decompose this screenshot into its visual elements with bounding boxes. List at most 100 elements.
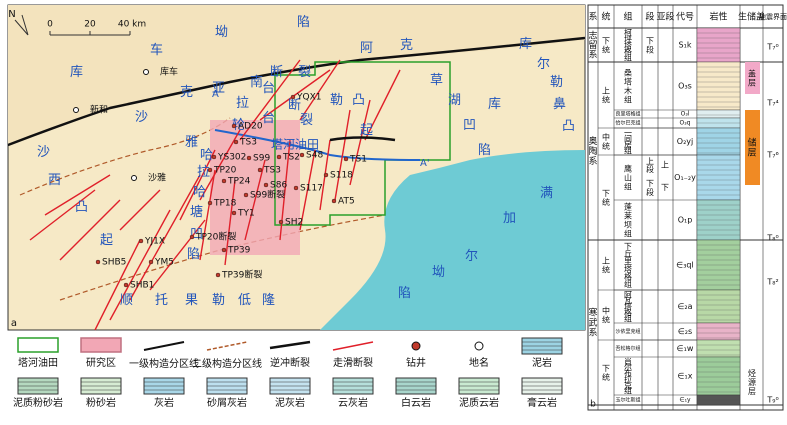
well bbox=[257, 167, 263, 173]
column-code: ∈₂a bbox=[677, 302, 692, 311]
scale-label: 20 bbox=[84, 20, 96, 30]
column-char: 统 bbox=[602, 314, 610, 324]
column-char: 段 bbox=[646, 187, 654, 197]
column-char: 里 bbox=[624, 257, 632, 266]
region-char: 陷 bbox=[297, 15, 310, 30]
region-char: 库 bbox=[70, 64, 83, 80]
fault bbox=[94, 239, 141, 331]
column-char: 组 bbox=[624, 145, 632, 155]
well-label: TS2 bbox=[282, 153, 300, 163]
well bbox=[343, 156, 349, 162]
fault bbox=[299, 149, 316, 231]
column-char: 寒 bbox=[588, 306, 597, 318]
column-char: 统 bbox=[602, 141, 610, 151]
well bbox=[278, 219, 284, 225]
column-char: 下 bbox=[602, 36, 610, 45]
column-char: 组 bbox=[624, 385, 632, 395]
well-label: AD20 bbox=[238, 122, 263, 132]
column-code: S₁k bbox=[679, 41, 692, 50]
column-char: 中 bbox=[602, 305, 610, 315]
column-char: 桑 bbox=[624, 67, 632, 77]
fault bbox=[29, 189, 96, 241]
well-label: TS3 bbox=[239, 138, 257, 148]
well bbox=[299, 152, 305, 158]
seismic-label: T₇⁴ bbox=[766, 99, 778, 108]
column-char: 统 bbox=[602, 94, 610, 104]
region-char: 沙 bbox=[37, 145, 50, 160]
column-char: 层 bbox=[747, 147, 756, 158]
column-text: 蓬莱坝组 bbox=[624, 201, 632, 238]
column-text: 下统 bbox=[602, 36, 610, 54]
legend-label: 研究区 bbox=[86, 356, 116, 369]
well-label: S99断裂 bbox=[250, 189, 285, 201]
column-code: ∈₁y bbox=[679, 397, 691, 404]
fault bbox=[59, 199, 121, 261]
region-char: 果 bbox=[185, 293, 198, 308]
column-char: 格 bbox=[624, 307, 632, 317]
column-text: 一间房组 bbox=[624, 128, 632, 155]
well bbox=[95, 259, 101, 265]
well-label: S86 bbox=[270, 181, 287, 191]
well bbox=[221, 178, 227, 184]
column-char: 山 bbox=[624, 172, 632, 182]
region-label: 满加尔坳陷 bbox=[398, 186, 553, 301]
fault bbox=[119, 189, 161, 231]
well-label: YJ1X bbox=[144, 237, 165, 247]
well bbox=[207, 167, 213, 173]
seismic-label: T₈² bbox=[766, 278, 778, 287]
well-label: TP18 bbox=[213, 199, 237, 209]
well bbox=[207, 200, 213, 206]
well bbox=[211, 154, 217, 160]
well-label: AT5 bbox=[338, 197, 355, 207]
column-char: 陶 bbox=[588, 145, 597, 157]
thrust-fault bbox=[329, 136, 396, 142]
lithology bbox=[696, 61, 741, 111]
well bbox=[243, 192, 249, 198]
column-code: ∈₁x bbox=[678, 372, 693, 381]
fault bbox=[244, 159, 266, 241]
column-header: 岩性 bbox=[709, 11, 727, 23]
column-char: 组 bbox=[624, 181, 632, 191]
fault bbox=[199, 129, 241, 201]
column-header: 亚段 bbox=[656, 11, 674, 23]
region-char: 轮 bbox=[232, 118, 245, 133]
legend-symbol bbox=[411, 341, 421, 351]
well bbox=[233, 139, 239, 145]
manjiaer-depression bbox=[320, 150, 585, 330]
column-text: 储层 bbox=[747, 136, 756, 158]
well bbox=[331, 198, 337, 204]
legend-label: 泥质云岩 bbox=[459, 396, 499, 409]
well bbox=[231, 210, 237, 216]
column-char: 志 bbox=[588, 29, 597, 41]
column-char: 统 bbox=[602, 372, 610, 382]
region-label: 克轮 台 bbox=[180, 85, 275, 133]
column-text: 下 bbox=[661, 183, 669, 192]
column-char: 系 bbox=[588, 49, 597, 60]
column-char: 段 bbox=[646, 164, 654, 174]
region-char: 阿 bbox=[360, 41, 373, 56]
column-char: 武 bbox=[588, 316, 597, 328]
column-code: ∈₁w bbox=[677, 344, 694, 353]
lithology bbox=[696, 109, 741, 119]
seismic-label: T₉⁰ bbox=[766, 396, 778, 405]
region-label: 哈拉哈塘凹陷 bbox=[187, 148, 213, 262]
seismic-label: T₈⁰ bbox=[766, 234, 778, 243]
column-char: 阿 bbox=[624, 290, 632, 299]
region-char: 亚 bbox=[212, 81, 225, 96]
region-char: 沙 bbox=[135, 110, 148, 125]
region-char: 勒 bbox=[330, 93, 343, 108]
column-char: 上 bbox=[646, 157, 654, 166]
lithology bbox=[696, 27, 741, 63]
well bbox=[231, 123, 237, 129]
well bbox=[189, 234, 195, 240]
second-order-boundary bbox=[19, 117, 231, 196]
north-arrow bbox=[14, 14, 29, 36]
region-char: 裂 bbox=[300, 113, 313, 128]
well-label: A' bbox=[420, 158, 430, 169]
column-char: 莱 bbox=[624, 210, 632, 220]
fault bbox=[349, 99, 371, 186]
column-code: O₁₋₂y bbox=[674, 173, 696, 182]
place-marker bbox=[73, 107, 79, 113]
region-char: 台 bbox=[262, 81, 275, 96]
column-text: 下段 bbox=[646, 179, 654, 197]
